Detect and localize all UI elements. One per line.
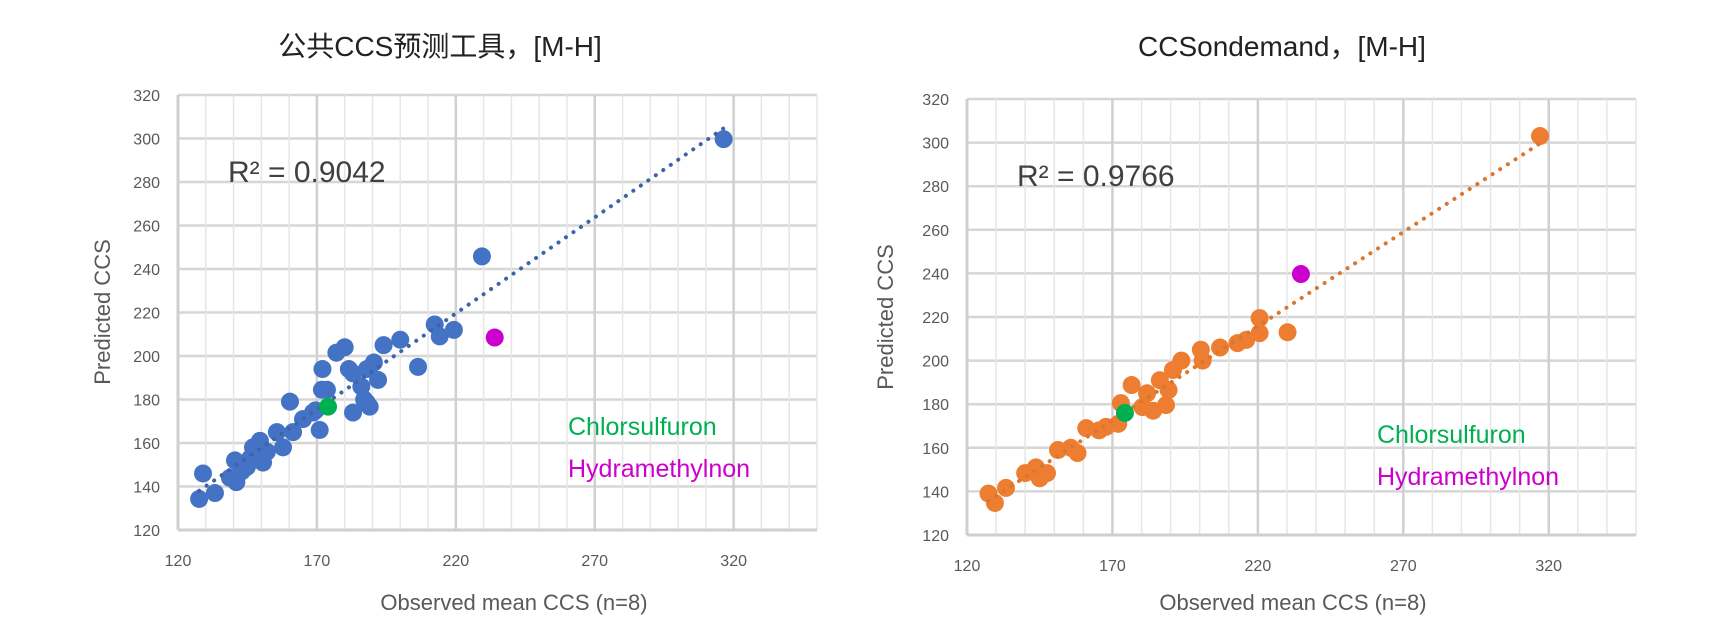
x-tick-label: 270 [581, 553, 608, 570]
y-tick-label: 320 [133, 88, 160, 105]
data-point [1211, 338, 1230, 357]
y-tick-label: 260 [922, 223, 949, 240]
y-tick-label: 200 [922, 354, 949, 371]
data-point [714, 130, 733, 149]
data-point [1068, 444, 1087, 463]
trendline [986, 141, 1543, 503]
y-tick-label: 280 [922, 179, 949, 196]
data-point [1278, 323, 1297, 342]
y-tick-label: 220 [133, 306, 160, 323]
data-point [391, 330, 410, 349]
highlight-point-hydramethylnon [1291, 265, 1310, 284]
y-tick-label: 240 [922, 266, 949, 283]
y-tick-label: 260 [133, 219, 160, 236]
x-tick-label: 120 [954, 558, 981, 575]
legend-hydramethylnon: Hydramethylnon [1377, 463, 1559, 491]
data-point [257, 442, 276, 461]
y-tick-label: 240 [133, 262, 160, 279]
y-axis-title: Predicted CCS [873, 244, 898, 390]
r-squared-label: R² = 0.9766 [1017, 160, 1175, 193]
legend-chlorsulfuron: Chlorsulfuron [1377, 421, 1526, 449]
x-tick-label: 320 [1535, 558, 1562, 575]
r-squared-label: R² = 0.9042 [228, 156, 386, 189]
y-tick-label: 220 [922, 310, 949, 327]
chart-title: CCSondemand，[M-H] [1138, 31, 1426, 62]
chart-public-ccs-tool: 公共CCS预测工具，[M-H] Predicted CCS Observed m… [90, 31, 818, 615]
data-point [374, 336, 393, 355]
y-tick-label: 180 [133, 393, 160, 410]
x-tick-label: 220 [1245, 558, 1272, 575]
data-point [274, 438, 293, 457]
data-point [1237, 330, 1256, 349]
x-tick-label: 170 [304, 553, 331, 570]
y-tick-label: 300 [133, 132, 160, 149]
x-tick-label: 270 [1390, 558, 1417, 575]
data-point [472, 247, 491, 266]
data-point [205, 484, 224, 503]
x-axis-title: Observed mean CCS (n=8) [380, 590, 647, 615]
data-point [1030, 469, 1049, 488]
data-point [355, 390, 374, 409]
y-tick-label: 160 [133, 436, 160, 453]
data-point [194, 464, 213, 483]
data-point [335, 338, 354, 357]
data-point [1156, 396, 1175, 415]
chart-ccsondemand: CCSondemand，[M-H] Predicted CCS Observed… [873, 31, 1637, 615]
data-point [280, 392, 299, 411]
data-point [364, 353, 383, 372]
x-tick-label: 170 [1099, 558, 1126, 575]
data-point [985, 493, 1004, 512]
data-point [1122, 376, 1141, 395]
data-point [310, 420, 329, 439]
legend-chlorsulfuron: Chlorsulfuron [568, 413, 717, 441]
x-tick-label: 320 [720, 553, 747, 570]
data-point [996, 478, 1015, 497]
data-point [1172, 351, 1191, 370]
data-point [313, 360, 332, 379]
y-tick-label: 180 [922, 397, 949, 414]
x-axis-title: Observed mean CCS (n=8) [1159, 590, 1426, 615]
y-tick-label: 300 [922, 136, 949, 153]
data-point [317, 380, 336, 399]
y-axis-title: Predicted CCS [90, 239, 115, 385]
data-point [190, 489, 209, 508]
y-tick-label: 140 [922, 484, 949, 501]
y-tick-label: 160 [922, 441, 949, 458]
data-point [430, 327, 449, 346]
legend-hydramethylnon: Hydramethylnon [568, 455, 750, 483]
data-point [369, 370, 388, 389]
highlight-point-chlorsulfuron [319, 397, 338, 416]
data-point [241, 449, 260, 468]
y-tick-label: 120 [133, 523, 160, 540]
data-point [267, 423, 286, 442]
y-tick-label: 140 [133, 480, 160, 497]
data-point [1250, 309, 1269, 328]
highlight-point-hydramethylnon [485, 328, 504, 347]
data-point [344, 364, 363, 383]
trendline [197, 126, 726, 493]
y-tick-label: 320 [922, 92, 949, 109]
highlight-point-chlorsulfuron [1115, 403, 1134, 422]
gridlines [176, 93, 818, 532]
y-tick-label: 280 [133, 175, 160, 192]
gridlines [965, 97, 1637, 537]
x-tick-label: 220 [442, 553, 469, 570]
data-point [1138, 384, 1157, 403]
y-tick-label: 120 [922, 528, 949, 545]
y-tick-label: 200 [133, 349, 160, 366]
data-point [1159, 381, 1178, 400]
data-point [409, 357, 428, 376]
data-point [344, 403, 363, 422]
chart-title: 公共CCS预测工具，[M-H] [278, 31, 602, 62]
x-tick-label: 120 [165, 553, 192, 570]
data-point [1531, 127, 1550, 146]
data-point [444, 320, 463, 339]
